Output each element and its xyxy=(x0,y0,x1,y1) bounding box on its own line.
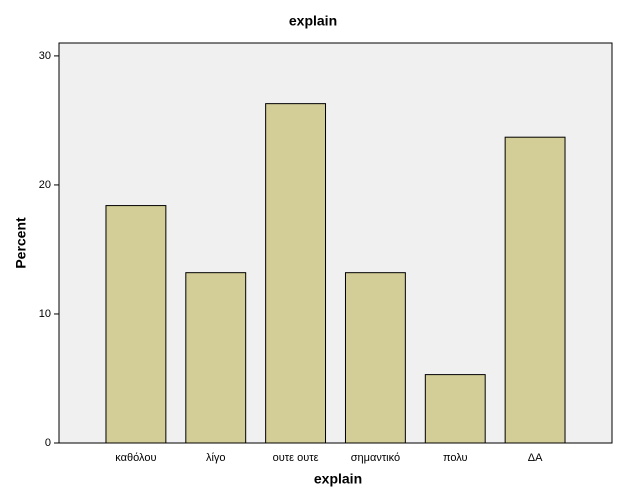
x-tick-label: σημαντικό xyxy=(351,452,400,464)
bar xyxy=(105,205,167,444)
x-tick-label: ουτε ουτε xyxy=(273,452,319,464)
bar xyxy=(344,272,406,444)
y-axis-label: Percent xyxy=(13,217,29,269)
x-axis-label: explain xyxy=(314,471,362,487)
bar xyxy=(185,272,247,444)
y-tick-label: 30 xyxy=(39,50,51,62)
y-tick-label: 20 xyxy=(39,179,51,191)
chart-title: explain xyxy=(289,13,337,29)
x-tick-label: καθόλου xyxy=(115,452,156,464)
y-tick-label: 0 xyxy=(45,437,51,449)
bar xyxy=(424,374,486,444)
y-tick-label: 10 xyxy=(39,308,51,320)
bar xyxy=(504,136,566,444)
x-tick-label: πολυ xyxy=(443,452,468,464)
x-tick-label: ΔΑ xyxy=(528,452,543,464)
x-tick-label: λίγο xyxy=(206,452,226,464)
bar xyxy=(265,103,327,444)
